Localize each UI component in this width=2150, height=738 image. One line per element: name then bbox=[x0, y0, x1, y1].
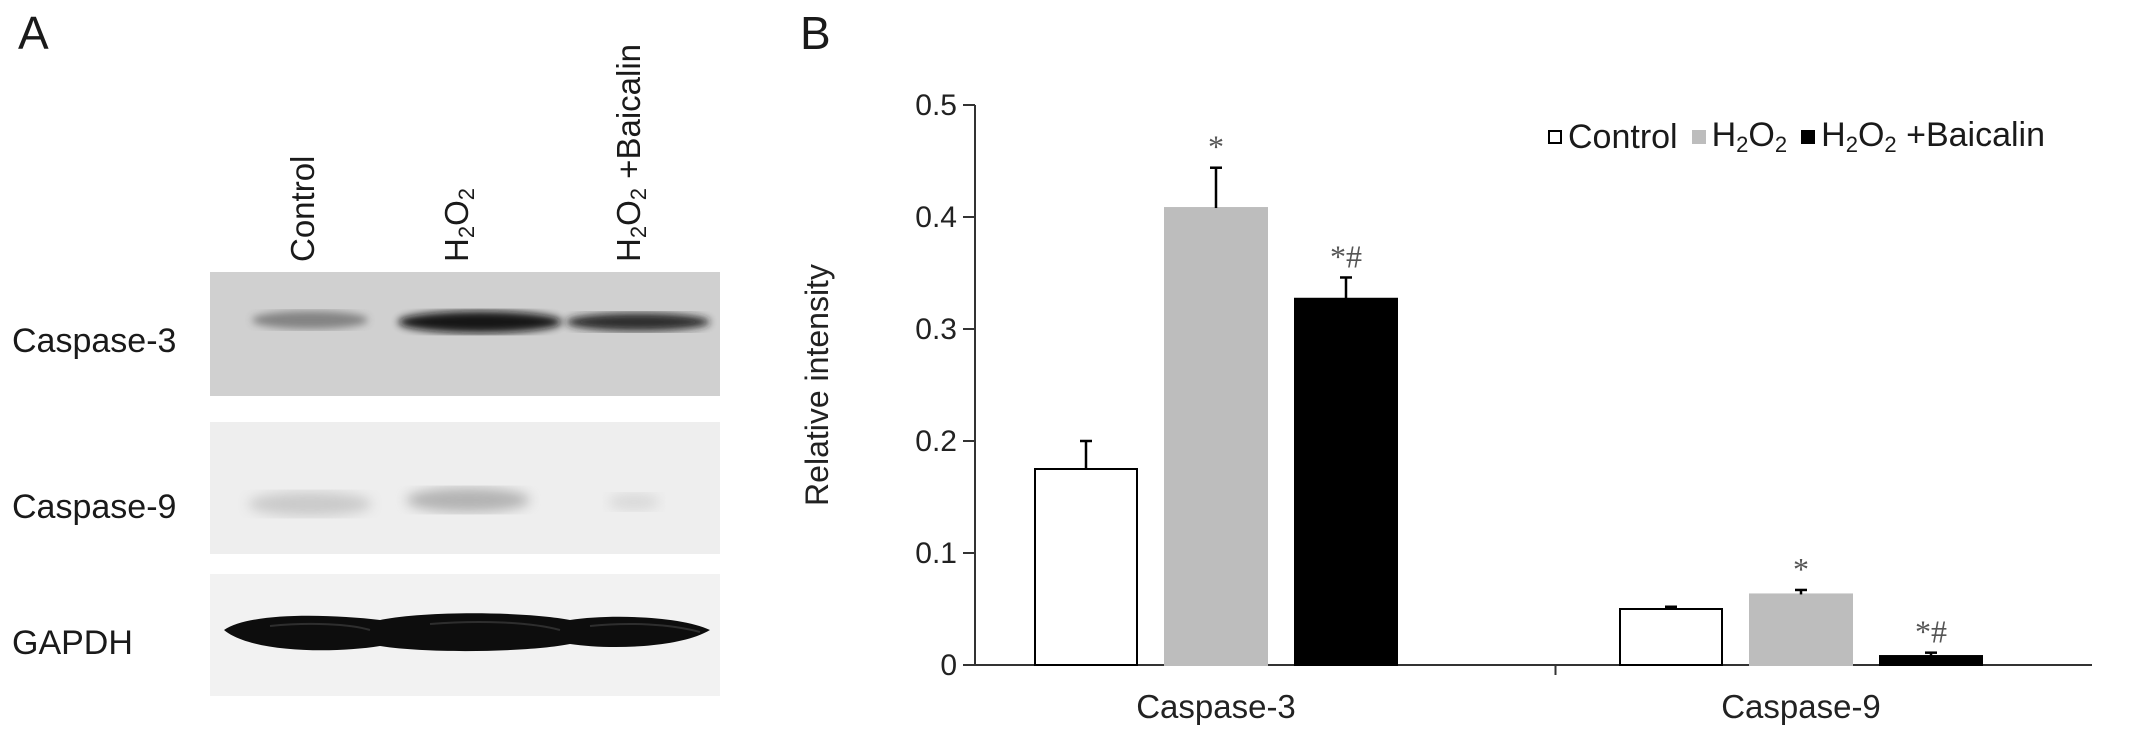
blot-caspase-9 bbox=[210, 422, 720, 554]
blot-caspase-3 bbox=[210, 272, 720, 396]
y-tick-label-3: 0.3 bbox=[915, 313, 957, 346]
band-caspase-9-h2o2 bbox=[406, 488, 530, 512]
panel-a-label: A bbox=[18, 7, 49, 59]
y-tick-label-0: 0 bbox=[940, 649, 957, 682]
bar-caspase-3-2 bbox=[1294, 297, 1398, 666]
bar-caspase-3-1 bbox=[1164, 207, 1268, 666]
bar-caspase-9-2 bbox=[1879, 655, 1983, 666]
legend-swatch-control bbox=[1548, 130, 1562, 144]
panel-b-label: B bbox=[800, 7, 831, 59]
significance-caspase-3-2: *# bbox=[1330, 238, 1362, 274]
significance-caspase-9-1: * bbox=[1793, 551, 1809, 587]
x-category-label-0: Caspase-3 bbox=[1136, 688, 1296, 725]
blot-gapdh bbox=[210, 574, 720, 696]
row-label-caspase-3: Caspase-3 bbox=[12, 322, 177, 360]
significance-caspase-3-1: * bbox=[1208, 129, 1224, 165]
band-caspase-9-control bbox=[248, 492, 372, 516]
band-gapdh bbox=[224, 613, 710, 652]
legend: Control H2O2 H2O2 +Baicalin bbox=[1548, 118, 2059, 156]
bar-caspase-3-0 bbox=[1034, 468, 1138, 666]
y-tick-label-5: 0.5 bbox=[915, 89, 957, 122]
y-tick-label-4: 0.4 bbox=[915, 201, 957, 234]
legend-item-h2o2-baicalin: H2O2 +Baicalin bbox=[1801, 118, 2045, 156]
legend-label-h2o2: H2O2 bbox=[1711, 116, 1788, 157]
y-tick-label-1: 0.1 bbox=[915, 537, 957, 570]
row-label-caspase-9: Caspase-9 bbox=[12, 488, 177, 526]
band-caspase-9-h2o2-baicalin bbox=[608, 494, 660, 510]
band-caspase-3-control bbox=[252, 311, 368, 329]
row-label-gapdh: GAPDH bbox=[12, 624, 133, 662]
bar-caspase-9-0 bbox=[1619, 608, 1723, 666]
band-caspase-3-h2o2-baicalin bbox=[566, 313, 710, 331]
legend-label-control: Control bbox=[1568, 118, 1678, 156]
legend-item-control: Control bbox=[1548, 120, 1678, 154]
legend-swatch-h2o2 bbox=[1691, 130, 1706, 144]
x-category-label-1: Caspase-9 bbox=[1721, 688, 1881, 725]
y-tick-label-2: 0.2 bbox=[915, 425, 957, 458]
band-caspase-3-h2o2 bbox=[398, 311, 562, 333]
bar-caspase-9-1 bbox=[1749, 593, 1853, 666]
legend-item-h2o2: H2O2 bbox=[1691, 116, 1788, 157]
significance-caspase-9-2: *# bbox=[1915, 614, 1947, 650]
legend-label-h2o2-baicalin: H2O2 +Baicalin bbox=[1821, 116, 2046, 157]
y-axis-label: Relative intensity bbox=[799, 264, 835, 506]
legend-swatch-h2o2-baicalin bbox=[1801, 130, 1816, 144]
